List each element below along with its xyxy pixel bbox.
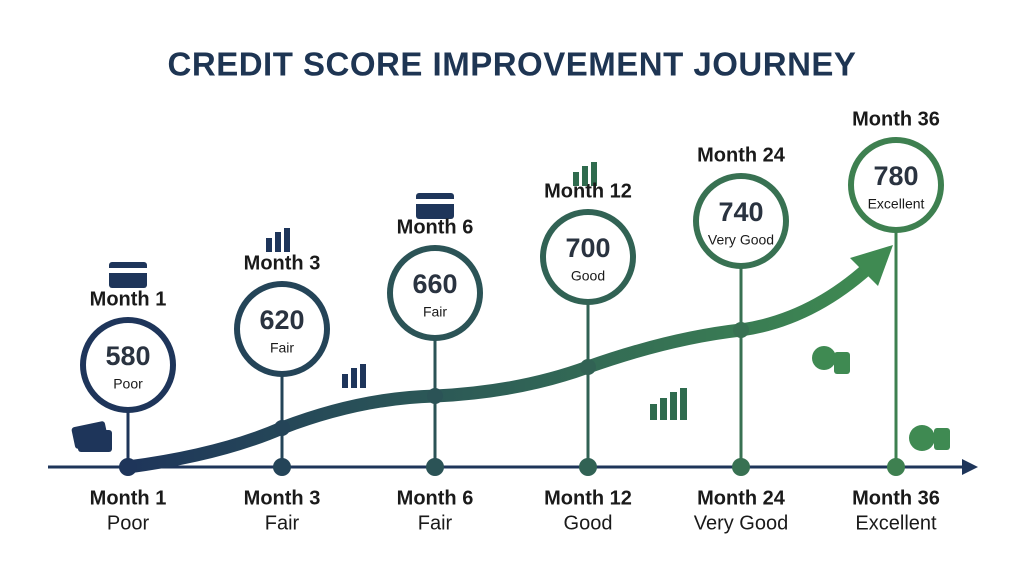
timeline-rating: Very Good [694,512,789,534]
score-circle [540,209,636,305]
score-circle [234,281,330,377]
axis-dot [732,458,750,476]
score-value: 700 [565,233,610,263]
growth-icon [266,228,366,388]
axis-dot [426,458,444,476]
score-rating: Fair [423,304,447,320]
card-icon [71,193,454,452]
score-value: 780 [873,161,918,191]
milestone-month: Month 6 [397,216,474,238]
timeline-rating: Fair [265,512,300,534]
growth-arrow [121,261,875,474]
score-value: 620 [259,305,304,335]
score-rating: Excellent [868,196,925,212]
growth-arrowhead [850,245,893,286]
axis-dot [273,458,291,476]
timeline-month: Month 6 [397,487,474,509]
timeline-rating: Good [564,512,613,534]
joint-dot [580,359,596,375]
score-circle [80,317,176,413]
axis-dot [119,458,137,476]
score-rating: Poor [113,376,143,392]
axis-dot [887,458,905,476]
timeline-month: Month 3 [244,487,321,509]
timeline-arrowhead [962,459,978,475]
timeline-month: Month 12 [544,487,632,509]
score-value: 660 [412,269,457,299]
score-circle [693,173,789,269]
score-rating: Good [571,268,605,284]
milestone-month: Month 1 [90,288,167,310]
timeline-month: Month 36 [852,487,940,509]
joint-dot [274,420,290,436]
score-value: 580 [105,341,150,371]
score-circle [387,245,483,341]
timeline-month: Month 24 [697,487,786,509]
score-rating: Very Good [708,232,774,248]
milestone-month: Month 12 [544,180,632,202]
milestone-month: Month 24 [697,144,786,166]
milestone-month: Month 3 [244,252,321,274]
joint-dot [733,322,749,338]
axis-dot [579,458,597,476]
timeline-month: Month 1 [90,487,167,509]
money-icon [812,346,950,451]
score-value: 740 [718,197,763,227]
title: CREDIT SCORE IMPROVEMENT JOURNEY [168,46,857,83]
timeline-rating: Fair [418,512,453,534]
milestone-month: Month 36 [852,108,940,130]
timeline-rating: Poor [107,512,150,534]
score-circle [848,137,944,233]
timeline-rating: Excellent [855,512,937,534]
score-rating: Fair [270,340,294,356]
growth-icon [573,162,687,420]
joint-dot [427,388,443,404]
